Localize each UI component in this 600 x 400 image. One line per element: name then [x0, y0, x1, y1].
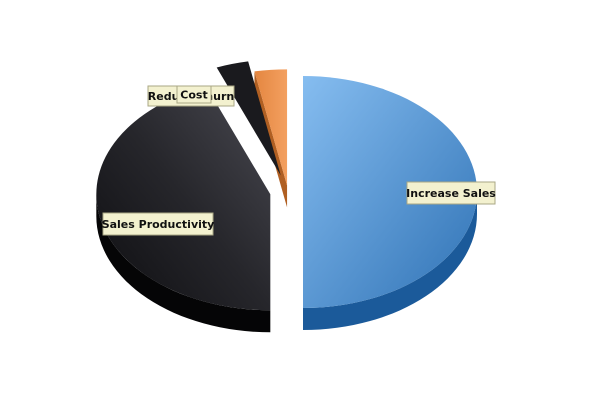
slice-label-text: Cost: [180, 89, 207, 102]
slice-label-box: [102, 212, 214, 236]
slice-label-box: [176, 85, 212, 104]
pie-slice-side-0: [303, 192, 477, 330]
slice-label-box: [406, 181, 496, 205]
pie-slice-increase-sales[interactable]: [303, 76, 477, 308]
slice-label-text: Increase Sales: [406, 187, 496, 200]
slice-label-cost: Cost: [176, 85, 212, 104]
pie-slice-cost[interactable]: [254, 69, 288, 186]
pie-slice-side-1: [96, 194, 271, 333]
slice-label-text: Sales Productivity: [102, 218, 215, 231]
slice-label-increase-sales: Increase Sales: [406, 181, 496, 205]
slice-label-sales-productivity: Sales Productivity: [102, 212, 215, 236]
pie-slices: [96, 61, 477, 333]
pie-slice-wall-3: [254, 71, 288, 208]
pie-slice-sales-productivity[interactable]: [96, 86, 271, 311]
